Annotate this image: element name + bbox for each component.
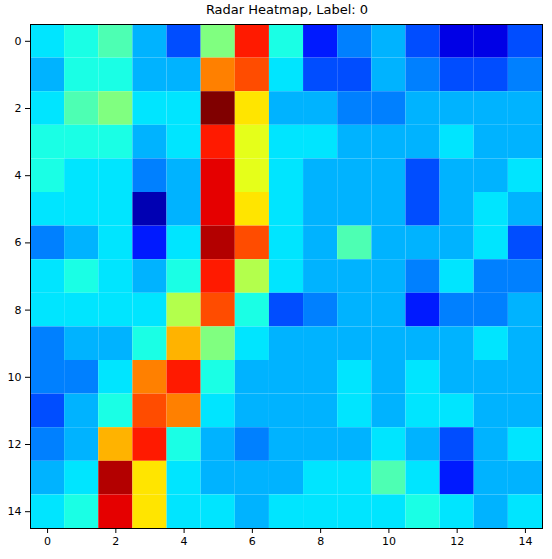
svg-text:6: 6 (15, 236, 22, 249)
svg-text:14: 14 (518, 535, 532, 548)
html-text:Radar Heatmap, Label: 0: Radar Heatmap, Label: 0 (205, 2, 369, 17)
svg-text:8: 8 (15, 304, 22, 317)
svg-text:10: 10 (382, 535, 396, 548)
svg-text:6: 6 (249, 535, 256, 548)
svg-text:4: 4 (15, 169, 22, 182)
svg-text:2: 2 (15, 102, 22, 115)
svg-text:8: 8 (317, 535, 324, 548)
svg-text:2: 2 (112, 535, 119, 548)
svg-text:12: 12 (8, 438, 22, 451)
svg-text:12: 12 (450, 535, 464, 548)
svg-text:10: 10 (8, 371, 22, 384)
svg-text:0: 0 (15, 35, 22, 48)
svg-text:0: 0 (44, 535, 51, 548)
svg-text:14: 14 (8, 505, 22, 518)
svg-text:4: 4 (181, 535, 188, 548)
